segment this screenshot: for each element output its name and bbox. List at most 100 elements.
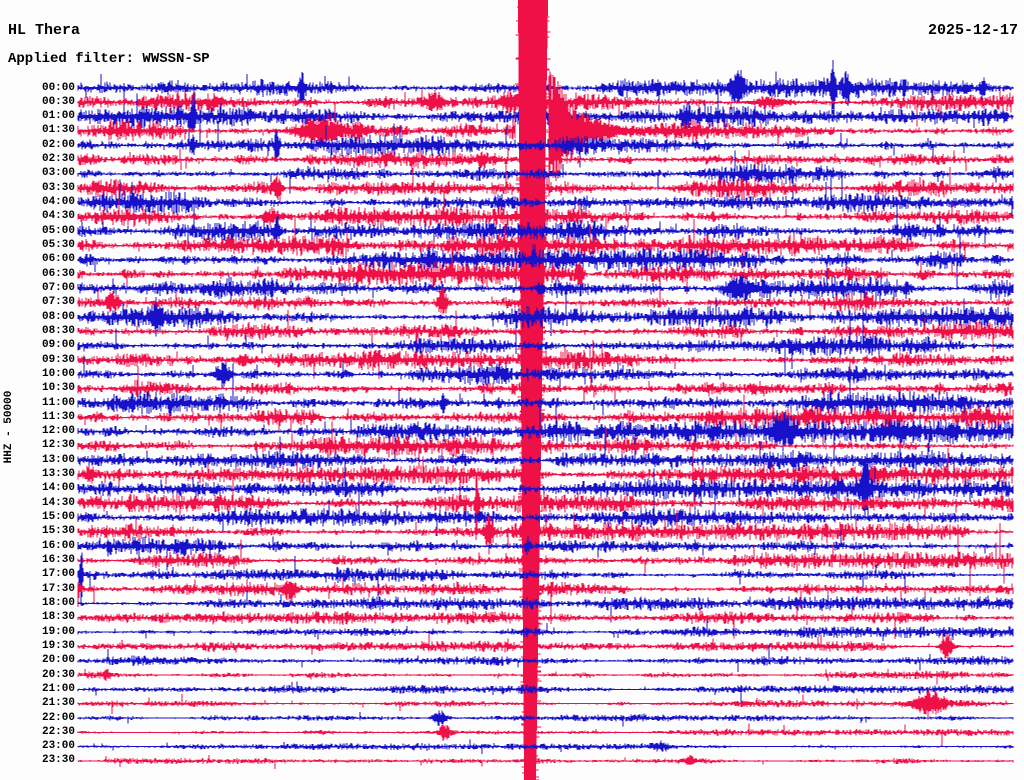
- time-label: 01:30: [41, 124, 75, 137]
- seismogram-trace: [77, 217, 1014, 269]
- seismogram-trace: [77, 644, 1014, 673]
- time-label: 21:30: [41, 697, 75, 710]
- seismogram-trace: [77, 689, 1014, 717]
- seismogram-trace: [77, 619, 1014, 641]
- time-label: 00:00: [41, 81, 75, 94]
- time-label: 11:00: [41, 396, 75, 409]
- time-label: 06:00: [41, 253, 75, 266]
- seismogram-trace: [77, 292, 1014, 355]
- time-label: 17:00: [41, 568, 75, 581]
- time-label: 03:30: [41, 181, 75, 194]
- applied-filter-label: Applied filter: WWSSN-SP: [8, 51, 210, 67]
- seismogram-trace: [77, 71, 1014, 197]
- seismogram-trace: [77, 366, 1014, 402]
- seismogram-trace: [77, 509, 1014, 555]
- time-label: 23:30: [41, 754, 75, 767]
- time-label: 01:00: [41, 110, 75, 123]
- seismogram-trace: [77, 174, 1014, 232]
- time-label: 12:30: [41, 439, 75, 452]
- seismogram-trace: [77, 710, 1014, 727]
- seismogram-trace: [77, 340, 1014, 388]
- seismogram-trace: [77, 739, 1014, 754]
- seismogram-trace: [77, 79, 1014, 147]
- time-label: 11:30: [41, 410, 75, 423]
- time-label: 03:00: [41, 167, 75, 180]
- time-label: 02:30: [41, 153, 75, 166]
- seismogram-trace: [77, 681, 1014, 704]
- seismogram-trace: [77, 160, 1014, 206]
- seismogram-trace: [77, 522, 1014, 596]
- seismogram-trace: [77, 604, 1014, 639]
- seismogram-trace: [77, 456, 1014, 526]
- time-label: 04:30: [41, 210, 75, 223]
- time-label: 19:00: [41, 625, 75, 638]
- seismogram-trace: [77, 355, 1014, 388]
- seismogram-trace: [77, 394, 1014, 434]
- time-label: 00:30: [41, 95, 75, 108]
- seismogram-trace: [77, 552, 1014, 606]
- time-label: 05:30: [41, 239, 75, 251]
- time-label: 04:00: [41, 196, 75, 209]
- time-label: 10:00: [41, 367, 75, 380]
- time-label: 15:30: [41, 525, 75, 538]
- seismogram-trace: [77, 363, 1014, 443]
- time-label: 05:00: [41, 224, 75, 237]
- time-label: 09:30: [41, 353, 75, 366]
- seismogram-trace: [77, 88, 1014, 127]
- seismogram-trace: [77, 447, 1014, 504]
- seismogram-trace: [77, 421, 1014, 469]
- time-label: 23:00: [41, 740, 75, 753]
- time-label: 10:30: [41, 382, 75, 395]
- seismogram-trace: [77, 121, 1014, 168]
- time-label: 18:00: [41, 596, 75, 609]
- time-label: 02:00: [41, 138, 75, 151]
- station-title: HL Thera: [8, 22, 81, 39]
- time-label: 20:30: [41, 668, 75, 681]
- seismogram-trace: [77, 307, 1014, 374]
- seismogram-trace: [77, 59, 1014, 122]
- seismogram-trace: [77, 148, 1014, 172]
- time-label: 08:30: [41, 324, 75, 337]
- time-label: 06:30: [41, 267, 75, 280]
- seismogram-trace: [77, 236, 1014, 308]
- time-label: 18:30: [41, 611, 75, 624]
- time-label: 22:30: [41, 725, 75, 738]
- seismogram-trace: [77, 310, 1014, 353]
- time-label: 22:00: [41, 711, 75, 724]
- time-label: 20:00: [41, 654, 75, 667]
- seismogram-trace: [77, 577, 1014, 623]
- seismogram-trace: [77, 184, 1014, 243]
- time-label: 15:00: [41, 511, 75, 524]
- time-label: 12:00: [41, 425, 75, 438]
- time-label: 17:30: [41, 582, 75, 595]
- time-label: 14:00: [41, 482, 75, 495]
- seismogram-trace: [77, 208, 1014, 250]
- time-label: 13:30: [41, 468, 75, 481]
- time-label: 07:30: [41, 296, 75, 309]
- seismogram-trace: [77, 590, 1014, 623]
- seismogram-trace: [77, 269, 1014, 304]
- time-label: 09:00: [41, 339, 75, 352]
- seismogram-trace: [77, 402, 1014, 467]
- seismogram-trace: [77, 668, 1014, 685]
- time-label: 13:00: [41, 453, 75, 466]
- seismogram-trace: [77, 723, 1014, 748]
- time-label: 08:00: [41, 310, 75, 323]
- date-label: 2025-12-17: [927, 22, 1018, 39]
- time-label: 07:00: [41, 281, 75, 294]
- time-label: 19:30: [41, 639, 75, 652]
- seismogram-trace: [77, 499, 1014, 536]
- time-label: 14:30: [41, 496, 75, 509]
- time-label: 16:30: [41, 554, 75, 567]
- seismogram-trace: [77, 233, 1014, 290]
- time-label: 21:00: [41, 682, 75, 695]
- seismogram-trace: [77, 286, 1014, 318]
- seismogram-trace: [77, 632, 1014, 661]
- time-label: 16:00: [41, 539, 75, 552]
- seismogram-trace: [77, 471, 1014, 540]
- seismogram-trace: [77, 754, 1014, 770]
- seismogram-trace: [77, 530, 1014, 571]
- seismogram-trace: [77, 434, 1014, 482]
